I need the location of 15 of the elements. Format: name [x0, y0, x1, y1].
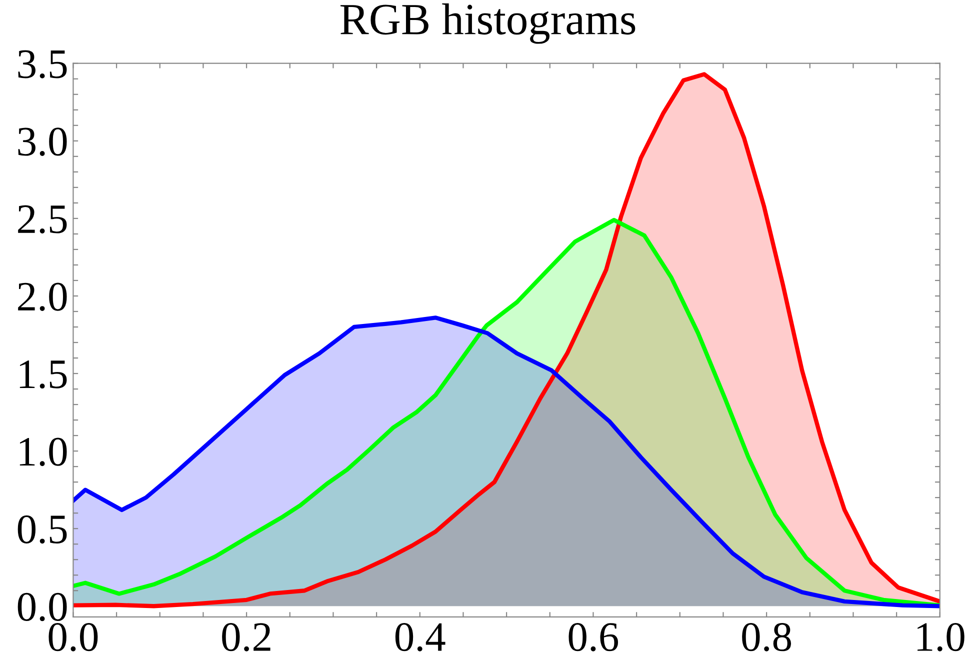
y-tick-label: 0.0 [18, 592, 67, 622]
x-tick-label: 0.4 [395, 623, 446, 652]
y-tick-label: 2.0 [18, 282, 67, 312]
x-tick-label: 0.2 [222, 623, 270, 652]
y-tick-label: 0.5 [18, 515, 67, 544]
y-tick-label: 1.5 [20, 360, 67, 389]
chart-title: RGB histograms [340, 3, 636, 44]
x-tick-label: 0.6 [568, 623, 618, 652]
y-tick-label: 2.5 [18, 205, 67, 234]
x-tick-label: 1.0 [918, 623, 964, 652]
x-tick-label: 0.0 [48, 623, 98, 652]
y-tick-label: 3.5 [18, 50, 67, 78]
x-tick-label: 0.8 [742, 623, 792, 652]
y-tick-label: 1.0 [20, 438, 67, 466]
y-tick-label: 3.0 [18, 128, 67, 156]
